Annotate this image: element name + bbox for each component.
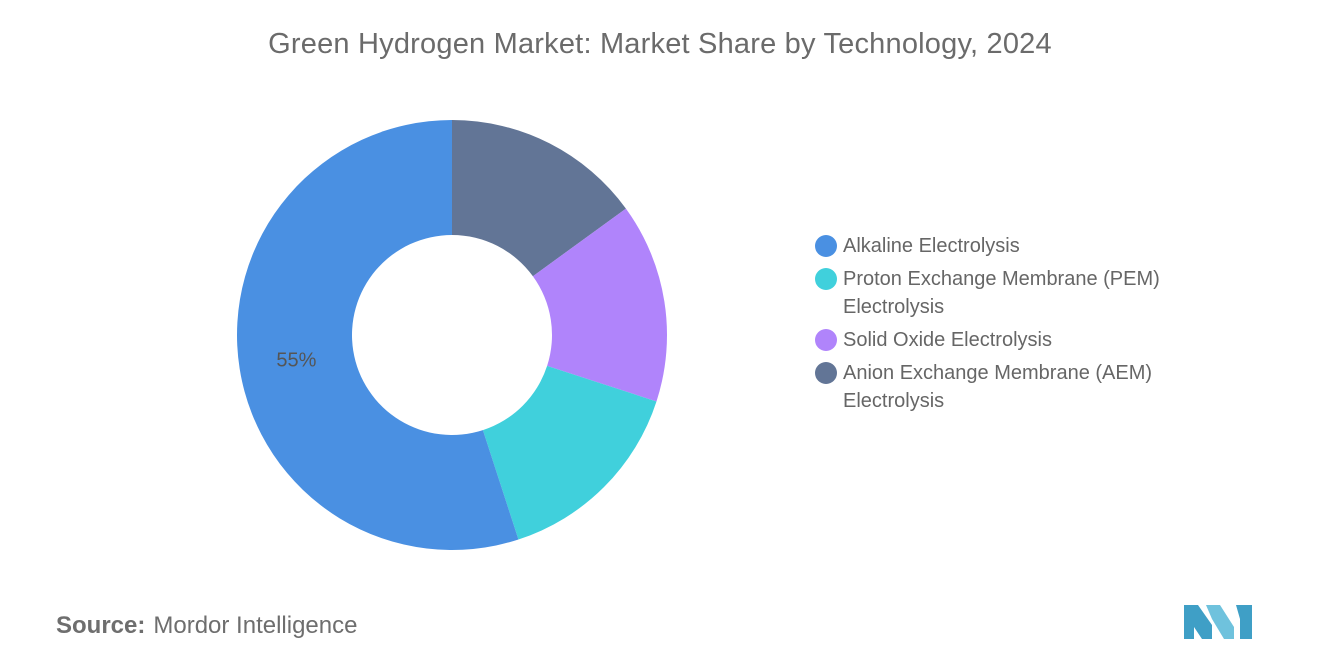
legend-label-alkaline: Alkaline Electrolysis	[843, 235, 1020, 257]
logo-shape-middle	[1206, 605, 1234, 639]
legend-item-aem: Anion Exchange Membrane (AEM) Electrolys…	[815, 359, 1235, 415]
legend-label-solid-oxide: Solid Oxide Electrolysis	[843, 329, 1052, 351]
chart-title: Green Hydrogen Market: Market Share by T…	[268, 28, 1052, 60]
legend-label-pem: Proton Exchange Membrane (PEM) Electroly…	[843, 268, 1160, 318]
source-note: Source: Mordor Intelligence	[56, 612, 357, 640]
legend-swatch-aem	[815, 362, 837, 384]
logo-shape-left	[1184, 605, 1212, 639]
slice-pem	[482, 365, 657, 540]
chart-legend: Alkaline Electrolysis Proton Exchange Me…	[815, 232, 1235, 420]
source-label: Source:	[56, 612, 146, 639]
legend-label-aem: Anion Exchange Membrane (AEM) Electrolys…	[843, 362, 1153, 412]
logo-shape-right	[1236, 605, 1252, 639]
legend-swatch-solid-oxide	[815, 329, 837, 351]
legend-item-alkaline: Alkaline Electrolysis	[815, 232, 1235, 260]
legend-swatch-alkaline	[815, 235, 837, 257]
legend-item-pem: Proton Exchange Membrane (PEM) Electroly…	[815, 265, 1235, 321]
mordor-intelligence-logo-icon	[1184, 605, 1252, 639]
legend-item-solid-oxide: Solid Oxide Electrolysis	[815, 326, 1235, 354]
slice-alkaline	[236, 120, 519, 550]
legend-swatch-pem	[815, 268, 837, 290]
data-label-alkaline: 55%	[276, 350, 316, 372]
slice-solid-oxide	[532, 208, 667, 402]
source-text: Mordor Intelligence	[153, 612, 358, 639]
slice-aem	[452, 120, 626, 277]
